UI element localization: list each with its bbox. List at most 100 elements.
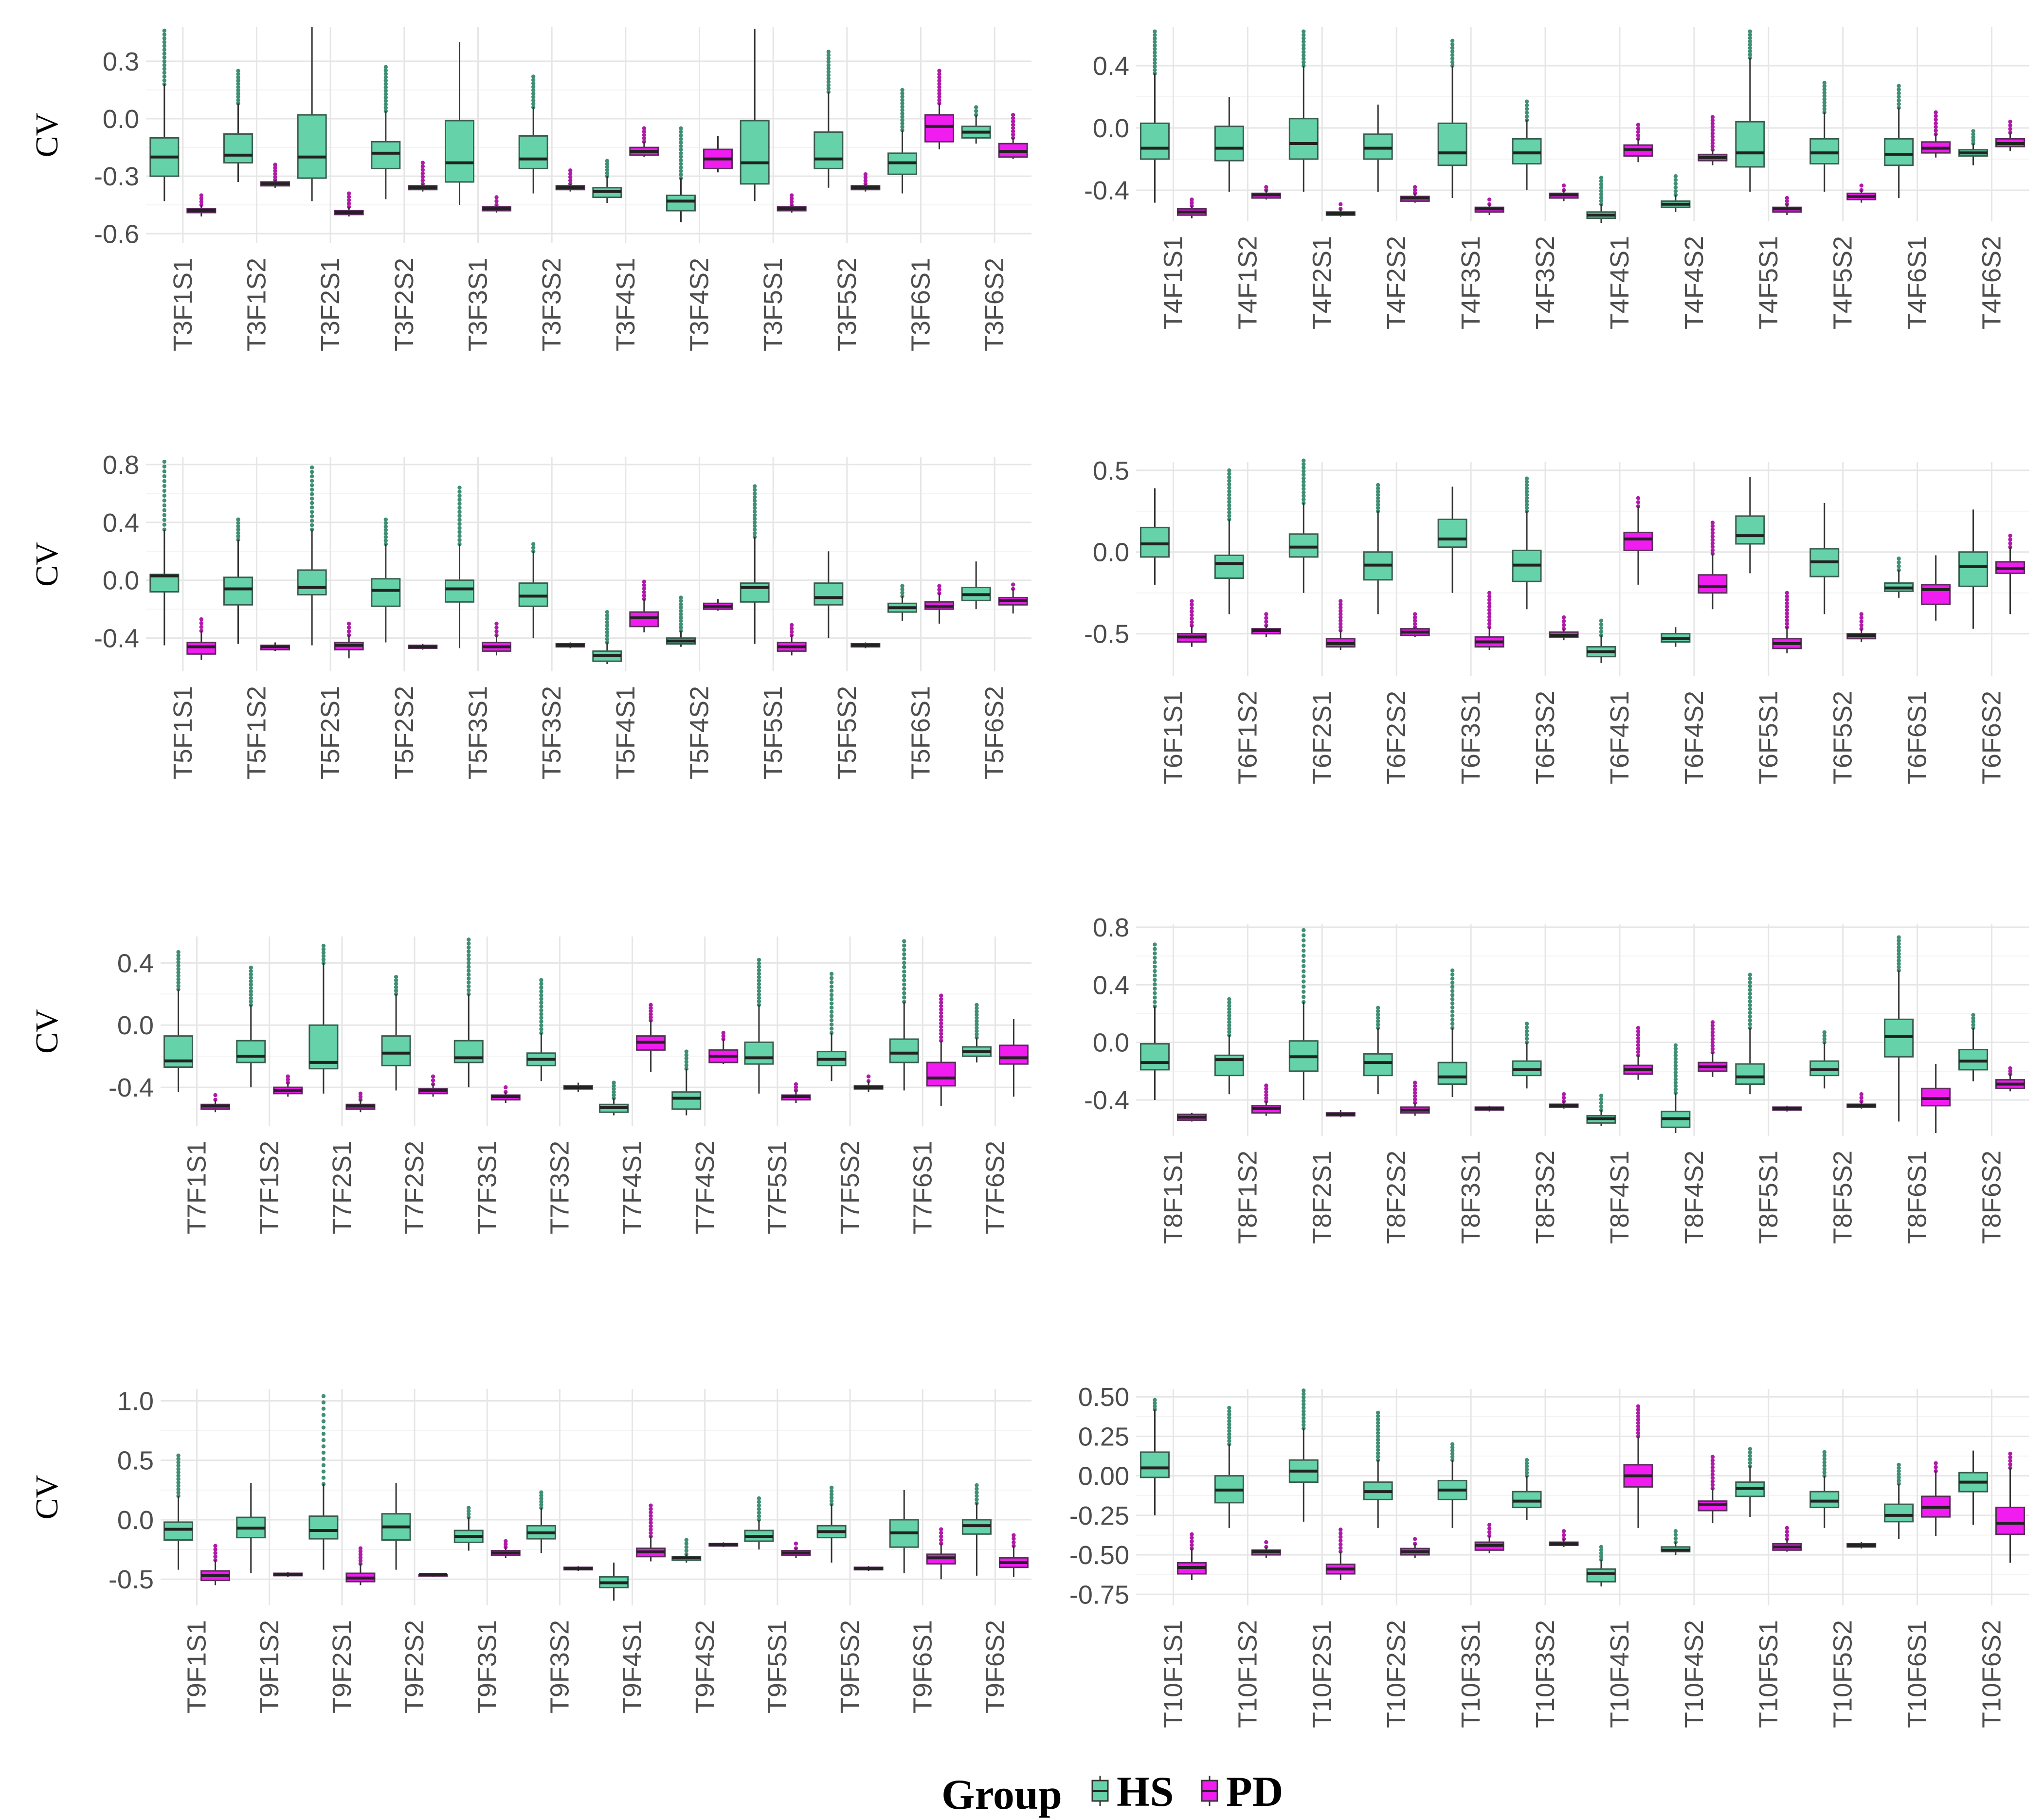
box-pd [998,582,1028,614]
outlier-point [1710,1040,1715,1044]
box-hs [666,595,696,647]
outlier-point [900,101,904,106]
box-body [163,1521,194,1541]
outlier-point [642,583,647,588]
outlier-point [1227,1412,1231,1417]
x-tick-label: T6F5S2 [1828,691,1858,784]
outlier-point [1524,1470,1529,1475]
box-pd [1400,185,1430,203]
outlier-point [236,75,240,80]
outlier-point [900,125,904,129]
outlier-point [1413,1094,1417,1098]
outlier-point [752,505,757,510]
outlier-point [679,615,683,620]
x-tick-label: T7F2S2 [400,1141,429,1234]
outlier-point [1450,976,1455,981]
outlier-point [757,978,761,983]
outlier-point [236,94,240,99]
outlier-point [1376,1410,1380,1415]
outlier-point [975,1497,979,1502]
outlier-point [684,1541,688,1546]
outlier-point [1673,1080,1678,1085]
outlier-point [236,72,240,76]
box-hs [1809,1450,1840,1528]
outlier-point [1710,1469,1715,1473]
outlier-point [902,973,906,978]
box-body [814,131,844,169]
box-hs [1512,476,1542,610]
outlier-point [1302,39,1306,44]
outlier-point [900,128,904,132]
outlier-point [1302,1422,1306,1427]
outlier-point [1153,951,1157,955]
outlier-point [309,514,314,519]
outlier-point [1822,90,1827,95]
box-pd [777,623,807,656]
outlier-point [1487,198,1492,202]
outlier-point [1376,1448,1380,1452]
box-hs [961,1483,992,1576]
box-pd [1549,1092,1579,1109]
outlier-point [1227,1416,1231,1420]
outlier-point [1636,1411,1641,1415]
box-hs [961,1003,992,1062]
box-hs [1214,97,1244,192]
x-tick-label: T5F4S1 [611,686,640,779]
outlier-point [176,1480,181,1485]
box-pd [563,1082,593,1092]
x-tick-label: T8F3S2 [1531,1151,1560,1244]
outlier-point [162,498,167,503]
outlier-point [1376,1421,1380,1425]
outlier-point [358,1095,363,1099]
outlier-point [1012,1540,1016,1545]
outlier-point [679,619,683,623]
box-pd [1921,555,1951,621]
outlier-point [1748,988,1752,992]
x-tick-label: T6F3S1 [1456,691,1485,784]
outlier-point [757,965,761,969]
x-tick-label: T8F1S1 [1158,1151,1188,1244]
box-hs [381,1483,411,1570]
box-hs [592,610,622,665]
outlier-point [1710,1047,1715,1051]
outlier-point [1339,207,1343,211]
outlier-point [1599,192,1604,197]
outlier-point [2008,130,2012,135]
outlier-point [494,621,499,626]
outlier-point [1153,1398,1157,1402]
outlier-point [684,1056,688,1061]
outlier-point [1971,1023,1975,1027]
outlier-point [1897,961,1901,966]
outlier-point [1302,53,1306,58]
outlier-point [1748,1454,1752,1458]
x-tick-label: T5F2S2 [390,686,419,779]
outlier-point [176,1460,181,1465]
box-body [223,133,253,164]
outlier-point [1011,136,1015,140]
legend-item-hs: HS [1091,1768,1174,1816]
x-tick-label: T7F6S2 [980,1141,1010,1234]
outlier-point [213,1554,217,1559]
outlier-point [1748,36,1752,40]
outlier-point [1227,475,1231,480]
outlier-point [612,1083,616,1088]
outlier-point [937,88,941,92]
outlier-point [679,622,683,627]
outlier-point [757,1511,761,1515]
outlier-point [494,199,499,203]
outlier-point [679,155,683,159]
outlier-point [1450,1448,1455,1453]
box-body [1921,584,1951,605]
outlier-point [321,954,326,958]
outlier-point [467,969,471,973]
box-pd [334,191,364,216]
outlier-point [1971,132,1975,137]
outlier-point [162,32,167,37]
outlier-point [1897,94,1901,99]
outlier-point [1524,1025,1529,1030]
outlier-point [1487,614,1492,619]
x-tick-label: T3F6S1 [906,258,936,351]
outlier-point [1153,61,1157,65]
box-pd [1846,612,1877,642]
outlier-point [431,1074,435,1079]
